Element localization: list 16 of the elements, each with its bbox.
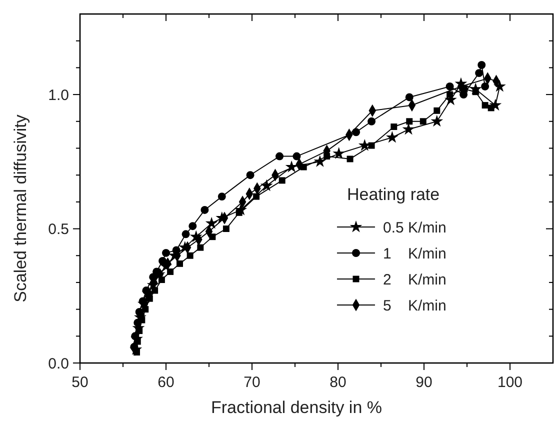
- x-tick-label: 60: [158, 374, 174, 391]
- legend-title: Heating rate: [347, 185, 440, 204]
- x-tick-label: 70: [244, 374, 260, 391]
- legend-label: 1 K/min: [383, 245, 446, 262]
- x-tick-label: 90: [416, 374, 432, 391]
- y-tick-label: 0.0: [48, 355, 69, 372]
- x-tick-label: 80: [330, 374, 346, 391]
- x-tick-label: 100: [497, 374, 523, 391]
- legend-label: 2 K/min: [383, 271, 446, 288]
- y-axis-title: Scaled thermal diffusivity: [11, 114, 30, 302]
- legend-label: 5 K/min: [383, 297, 446, 314]
- legend-label: 0.5 K/min: [383, 219, 446, 236]
- x-axis-title: Fractional density in %: [210, 398, 382, 417]
- x-tick-label: 50: [72, 374, 88, 391]
- y-tick-label: 1.0: [48, 86, 69, 104]
- y-tick-label: 0.5: [48, 221, 69, 238]
